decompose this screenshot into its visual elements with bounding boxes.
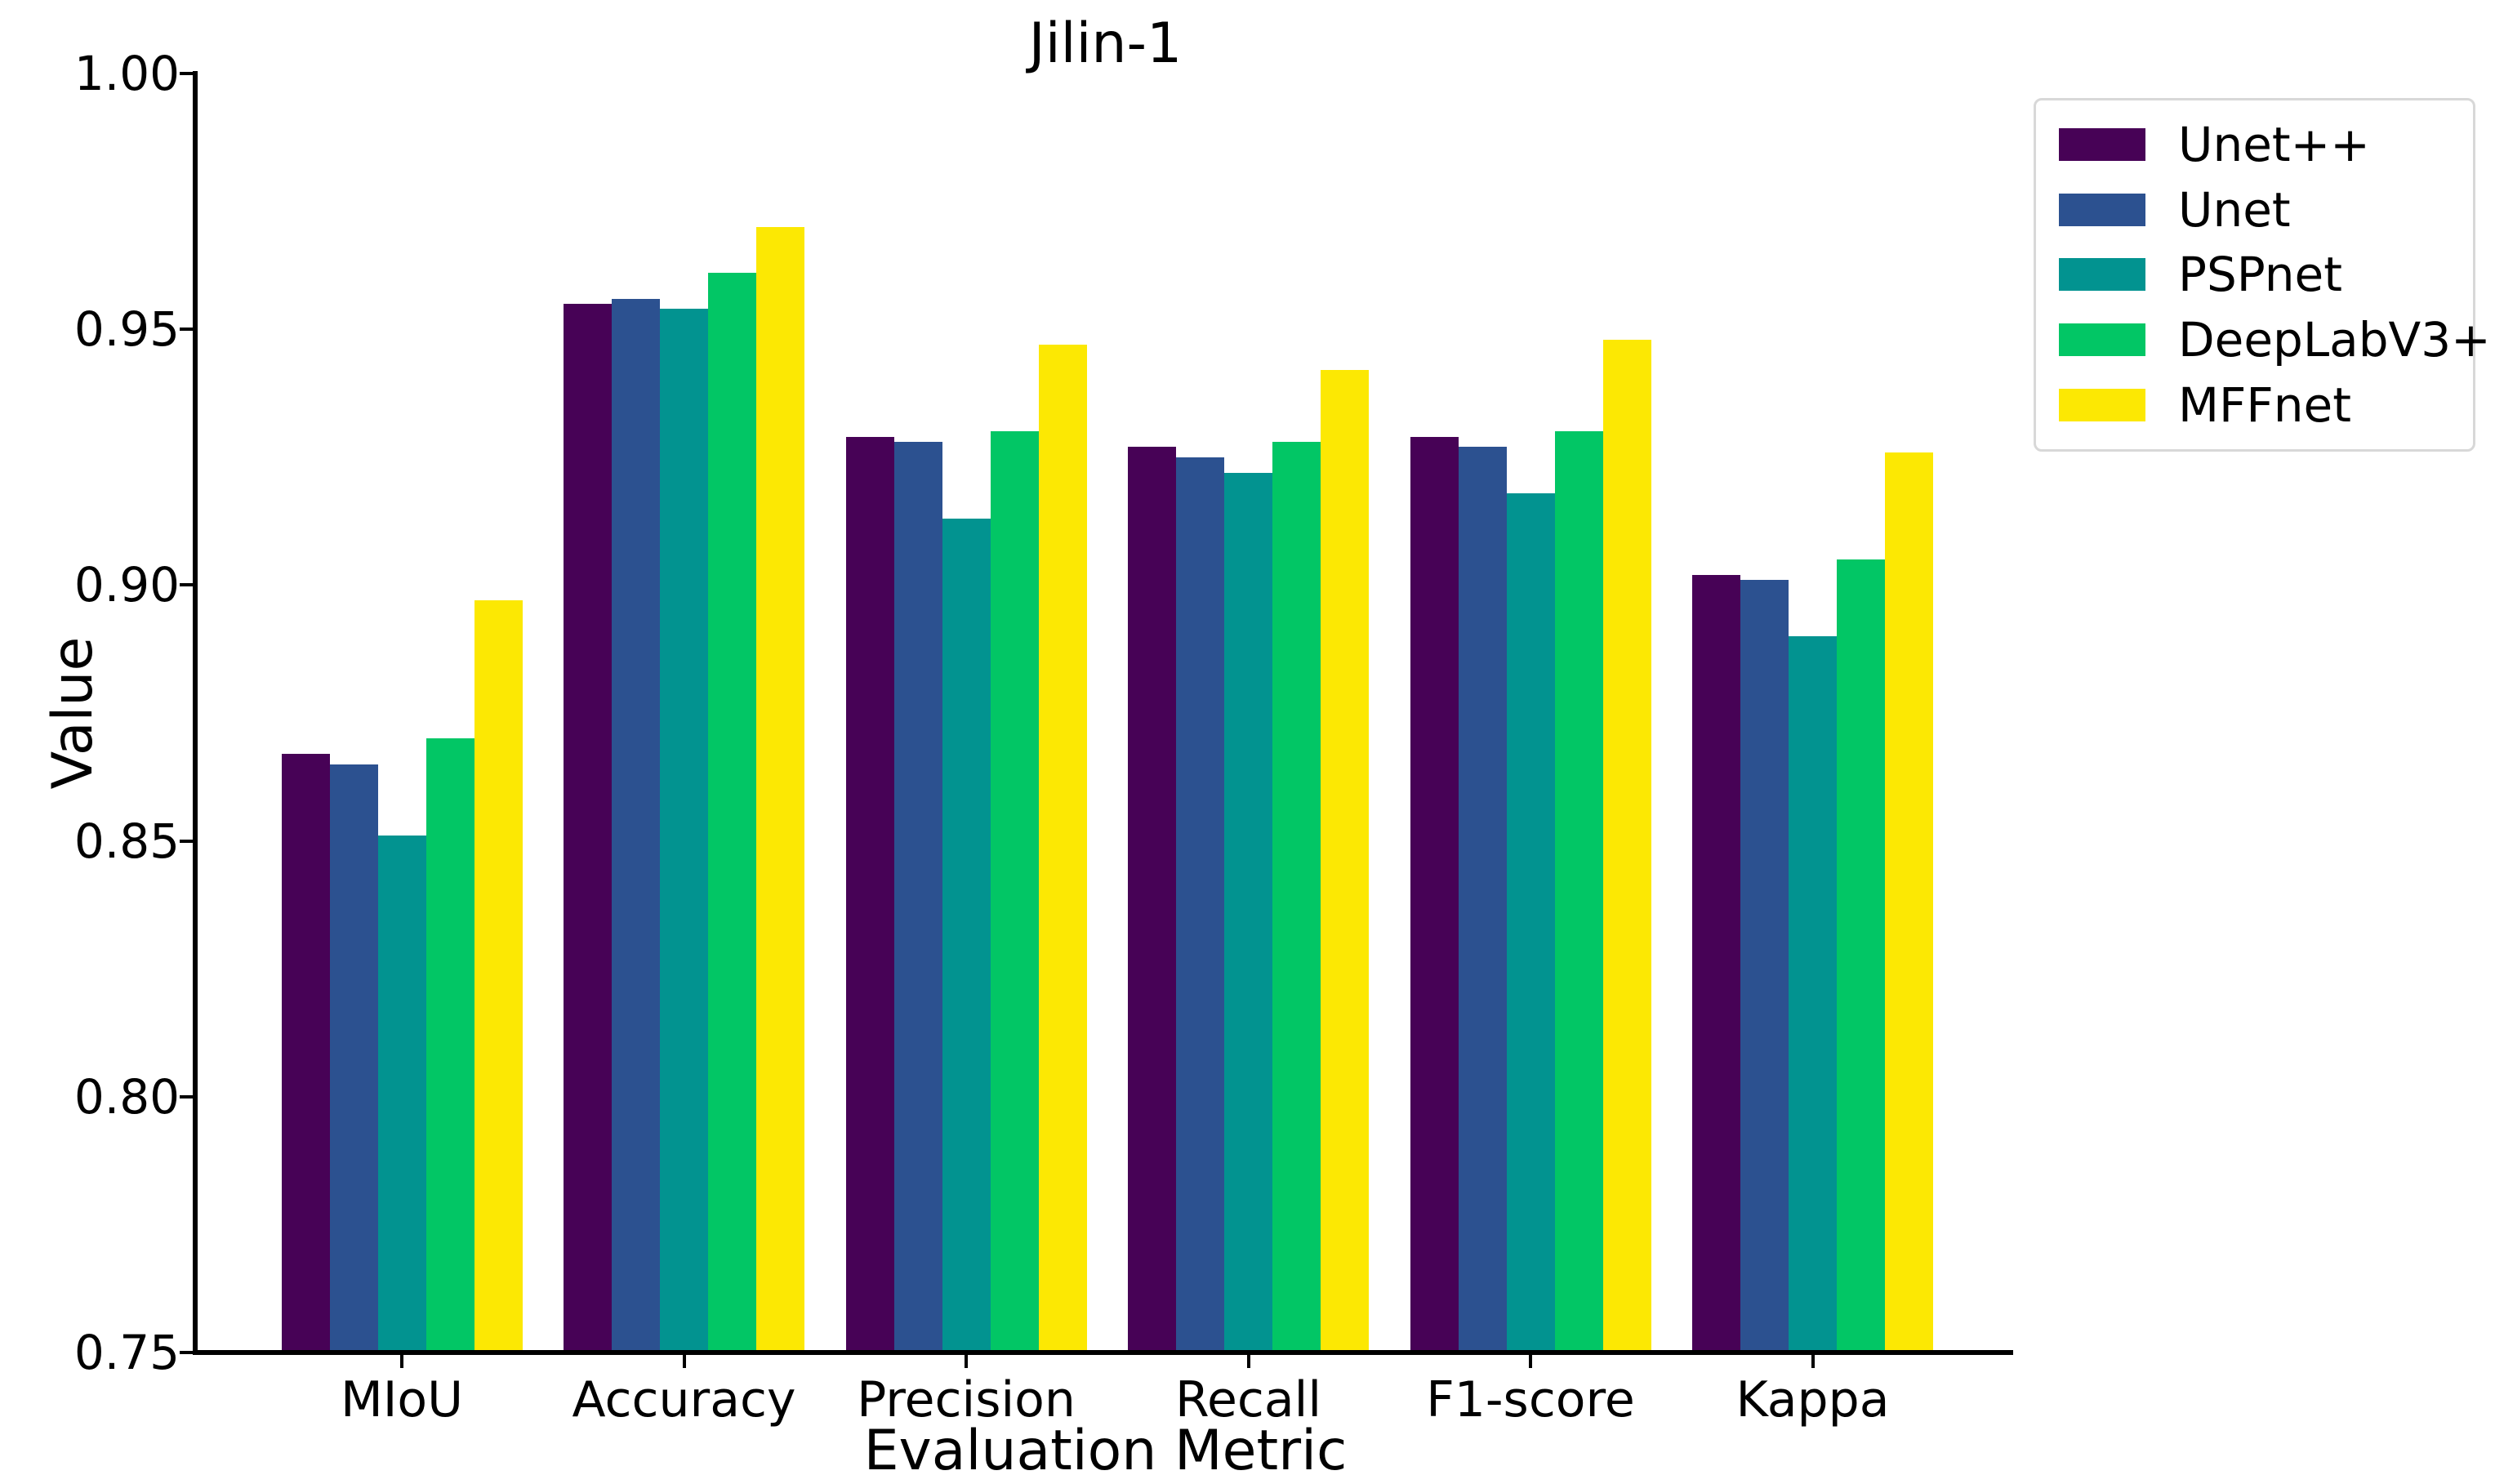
bar-PSPnet-MIoU <box>377 836 426 1353</box>
legend-swatch-PSPnet <box>2059 258 2145 292</box>
x-axis-spine <box>193 1350 2013 1355</box>
legend-swatch-Unet++ <box>2059 127 2145 161</box>
bar-Unet-Kappa <box>1740 580 1789 1353</box>
y-tick-mark <box>180 1351 194 1354</box>
y-tick-mark <box>180 328 194 332</box>
x-tick-mark <box>400 1355 403 1368</box>
bar-DeepLabV3+-Kappa <box>1837 559 1885 1353</box>
y-tick-label: 0.95 <box>74 301 180 358</box>
bar-Unet-MIoU <box>329 764 378 1353</box>
legend-swatch-Unet <box>2059 193 2145 226</box>
bar-Unet++-F1-score <box>1410 436 1459 1353</box>
bar-PSPnet-Kappa <box>1789 636 1837 1353</box>
legend-item-PSPnet: PSPnet <box>2059 249 2465 300</box>
x-tick-label-MIoU: MIoU <box>340 1371 464 1428</box>
legend-label: MFFnet <box>2178 377 2351 434</box>
legend-item-Unet++: Unet++ <box>2059 119 2465 170</box>
bar-MFFnet-F1-score <box>1602 339 1651 1353</box>
legend: Unet++ Unet PSPnet DeepLabV3+ MFFnet <box>2034 98 2491 452</box>
x-tick-label-Recall: Recall <box>1174 1371 1321 1428</box>
bar-DeepLabV3+-Accuracy <box>708 273 756 1353</box>
bar-Unet++-Precision <box>845 436 894 1353</box>
bar-MFFnet-Precision <box>1038 345 1087 1353</box>
plot-area <box>198 74 2013 1353</box>
legend-label: Unet <box>2178 181 2291 238</box>
y-axis-spine <box>193 71 198 1355</box>
y-tick-mark <box>180 72 194 75</box>
bar-Unet++-Recall <box>1128 447 1176 1353</box>
legend-swatch-MFFnet <box>2059 389 2145 422</box>
bar-Unet-Recall <box>1176 457 1224 1353</box>
bar-Unet++-Accuracy <box>564 303 612 1353</box>
x-tick-label-F1-score: F1-score <box>1426 1371 1635 1428</box>
x-tick-mark <box>1246 1355 1250 1368</box>
y-tick-mark <box>180 583 194 587</box>
bar-MFFnet-Recall <box>1321 370 1369 1353</box>
bar-PSPnet-Accuracy <box>660 309 708 1353</box>
bar-Unet-F1-score <box>1458 447 1507 1353</box>
legend-label: Unet++ <box>2178 116 2370 172</box>
legend-item-DeepLabV3+: DeepLabV3+ <box>2059 314 2491 365</box>
bar-Unet++-Kappa <box>1692 574 1740 1353</box>
x-tick-label-Kappa: Kappa <box>1735 1371 1890 1428</box>
x-tick-mark <box>1529 1355 1532 1368</box>
x-tick-label-Accuracy: Accuracy <box>572 1371 796 1428</box>
legend-label: DeepLabV3+ <box>2178 312 2491 368</box>
y-tick-mark <box>180 1094 194 1099</box>
bar-MFFnet-MIoU <box>474 600 523 1353</box>
bar-PSPnet-Recall <box>1224 472 1272 1353</box>
bar-DeepLabV3+-MIoU <box>425 738 474 1353</box>
y-tick-label: 0.80 <box>74 1068 180 1125</box>
y-tick-label: 0.90 <box>74 557 180 613</box>
y-tick-label: 0.85 <box>74 813 180 869</box>
bar-DeepLabV3+-F1-score <box>1554 431 1603 1353</box>
chart-title: Jilin-1 <box>1028 11 1183 76</box>
bar-Unet-Precision <box>893 442 942 1353</box>
bar-Unet++-MIoU <box>281 754 330 1353</box>
bar-DeepLabV3+-Recall <box>1272 442 1321 1353</box>
bar-MFFnet-Kappa <box>1885 452 1933 1353</box>
x-tick-label-Precision: Precision <box>857 1371 1076 1428</box>
legend-swatch-DeepLabV3+ <box>2059 323 2145 357</box>
legend-item-Unet: Unet <box>2059 185 2465 235</box>
bar-DeepLabV3+-Precision <box>990 431 1039 1353</box>
legend-item-MFFnet: MFFnet <box>2059 380 2465 430</box>
y-axis-label: Value <box>41 636 105 790</box>
x-tick-mark <box>1811 1355 1815 1368</box>
y-tick-label: 0.75 <box>74 1325 180 1380</box>
bar-PSPnet-F1-score <box>1506 492 1555 1353</box>
x-axis-label: Evaluation Metric <box>863 1419 1348 1483</box>
bar-PSPnet-Precision <box>942 518 991 1353</box>
y-tick-label: 1.00 <box>74 46 180 101</box>
x-tick-mark <box>965 1355 968 1368</box>
bar-Unet-Accuracy <box>612 298 660 1353</box>
x-tick-mark <box>682 1355 686 1368</box>
y-tick-mark <box>180 839 194 843</box>
bar-MFFnet-Accuracy <box>756 226 804 1353</box>
legend-label: PSPnet <box>2178 247 2342 303</box>
